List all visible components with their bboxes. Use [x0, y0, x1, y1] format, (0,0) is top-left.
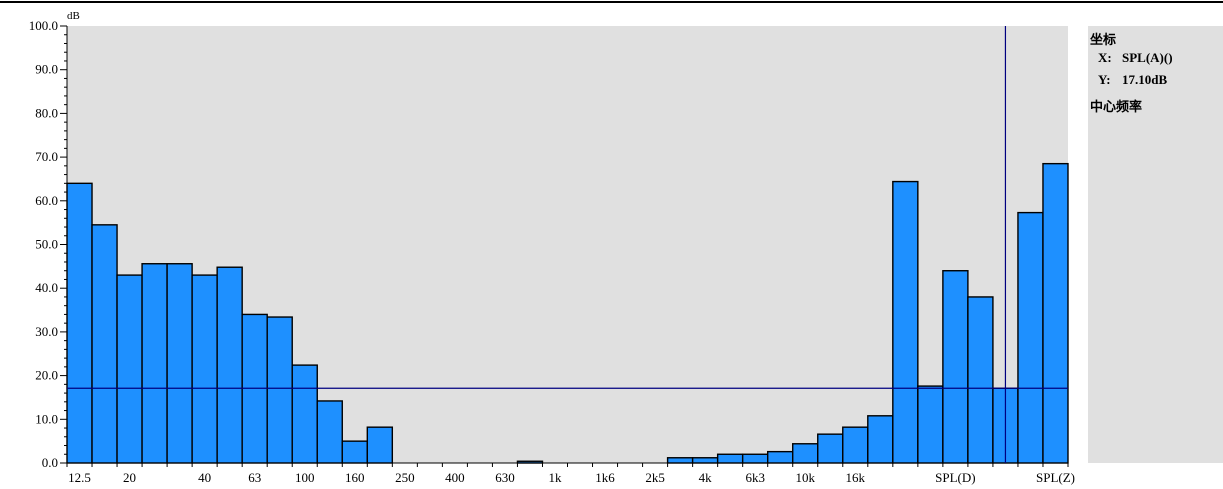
cursor-x-value: SPL(A)(): [1122, 50, 1173, 65]
bar-spl-f-[interactable]: [967, 296, 994, 464]
x-tick-label: SPL(D): [935, 470, 975, 485]
x-tick-label: 630: [495, 470, 515, 485]
cursor-y-row: Y: 17.10dB: [1098, 72, 1167, 88]
bar-16[interactable]: [91, 224, 118, 464]
bar-spl-a-[interactable]: [892, 180, 919, 464]
x-tick-label: SPL(Z): [1036, 470, 1075, 485]
y-tick-label: 60.0: [35, 193, 58, 208]
y-tick-label: 30.0: [35, 324, 58, 339]
bar-6k3[interactable]: [741, 453, 769, 464]
bar-160[interactable]: [341, 440, 368, 464]
x-tick-label: 100: [295, 470, 315, 485]
x-tick-label: 1k6: [595, 470, 615, 485]
x-tick-label: 2k5: [645, 470, 665, 485]
y-tick-label: 70.0: [35, 149, 58, 164]
bar-80[interactable]: [266, 316, 293, 464]
bar-12-5[interactable]: [66, 182, 93, 464]
y-tick-label: 90.0: [35, 62, 58, 77]
bar-20k[interactable]: [867, 415, 894, 464]
x-tick-label: 1k: [548, 470, 562, 485]
cursor-y-value: 17.10dB: [1122, 72, 1168, 87]
bar-31-5[interactable]: [166, 263, 193, 464]
y-tick-label: 100.0: [29, 18, 58, 33]
y-tick-label: 10.0: [35, 411, 58, 426]
bar-spl-d-[interactable]: [942, 270, 969, 464]
bar-spl-z-[interactable]: [1042, 162, 1069, 464]
x-key: X:: [1098, 50, 1112, 65]
cursor-info-panel: 坐标 X: SPL(A)() Y: 17.10dB 中心频率: [1088, 26, 1223, 463]
bar-50[interactable]: [216, 266, 243, 464]
bar-25[interactable]: [141, 263, 168, 464]
bar-5k[interactable]: [716, 453, 744, 464]
bar-125[interactable]: [316, 400, 343, 464]
bar-spl-l-[interactable]: [1017, 211, 1044, 464]
x-tick-label: 160: [345, 470, 365, 485]
bar-12k5[interactable]: [817, 433, 844, 464]
x-tick-label: 4k: [699, 470, 713, 485]
x-tick-label: 250: [395, 470, 415, 485]
x-tick-label: 400: [445, 470, 465, 485]
coordinates-title: 坐标: [1090, 32, 1117, 47]
y-tick-label: 50.0: [35, 237, 58, 252]
y-tick-label: 0.0: [42, 455, 58, 470]
bar-3k15[interactable]: [666, 457, 694, 464]
x-tick-label: 10k: [795, 470, 815, 485]
cursor-x-row: X: SPL(A)(): [1098, 50, 1173, 66]
x-tick-label: 12.5: [68, 470, 91, 485]
bar-16k[interactable]: [842, 426, 869, 464]
center-frequency-label: 中心频率: [1090, 99, 1143, 114]
y-tick-label: 80.0: [35, 105, 58, 120]
x-tick-label: 20: [123, 470, 136, 485]
y-key: Y:: [1098, 72, 1111, 87]
bar-200[interactable]: [366, 426, 394, 464]
bar-4k[interactable]: [691, 457, 719, 464]
x-tick-label: 6k3: [745, 470, 765, 485]
bar-100[interactable]: [291, 364, 318, 464]
x-tick-label: 40: [198, 470, 211, 485]
x-tick-label: 63: [248, 470, 261, 485]
bar-spl-c-[interactable]: [917, 385, 944, 464]
y-tick-label: 20.0: [35, 368, 58, 383]
y-tick-label: 40.0: [35, 280, 58, 295]
bar-8k[interactable]: [767, 450, 794, 464]
bar-20[interactable]: [116, 274, 143, 464]
x-tick-label: 16k: [846, 470, 866, 485]
bar-40[interactable]: [191, 274, 218, 464]
bar-10k[interactable]: [792, 443, 819, 464]
y-unit-label: dB: [67, 10, 80, 22]
